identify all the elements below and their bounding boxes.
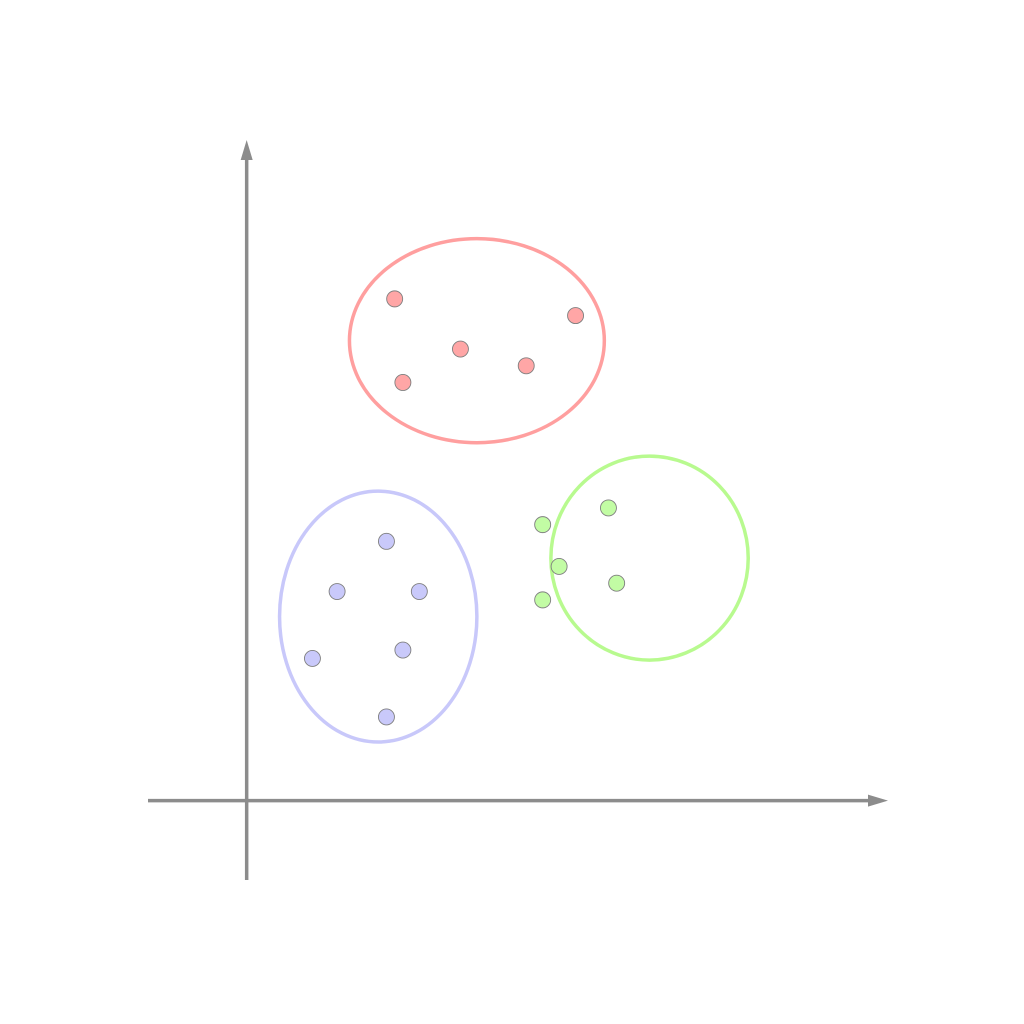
cluster-green-point xyxy=(550,557,568,575)
cluster-green-ellipse xyxy=(549,454,750,662)
cluster-red-point xyxy=(386,290,404,308)
cluster-red xyxy=(347,236,607,445)
cluster-blue-point xyxy=(303,649,321,667)
cluster-blue-point xyxy=(410,583,428,600)
cluster-red-point xyxy=(517,357,535,375)
cluster-blue-point xyxy=(328,583,346,600)
cluster-green-point xyxy=(534,591,552,609)
cluster-green-point xyxy=(534,516,552,534)
cluster-red-point xyxy=(567,307,585,325)
axes xyxy=(148,140,888,880)
y-axis-arrowhead xyxy=(240,140,253,160)
cluster-red-point xyxy=(394,374,412,391)
cluster-red-ellipse xyxy=(347,236,607,445)
x-axis-arrowhead xyxy=(868,794,888,807)
cluster-layer xyxy=(277,236,750,744)
cluster-green-point xyxy=(608,574,626,592)
cluster-blue-point xyxy=(377,708,395,726)
cluster-blue-point xyxy=(377,532,395,550)
cluster-green xyxy=(534,454,750,662)
cluster-blue-point xyxy=(394,641,412,659)
cluster-green-point xyxy=(599,499,617,517)
cluster-red-point xyxy=(451,340,469,358)
cluster-blue xyxy=(277,489,479,744)
cluster-blue-ellipse xyxy=(277,489,479,744)
